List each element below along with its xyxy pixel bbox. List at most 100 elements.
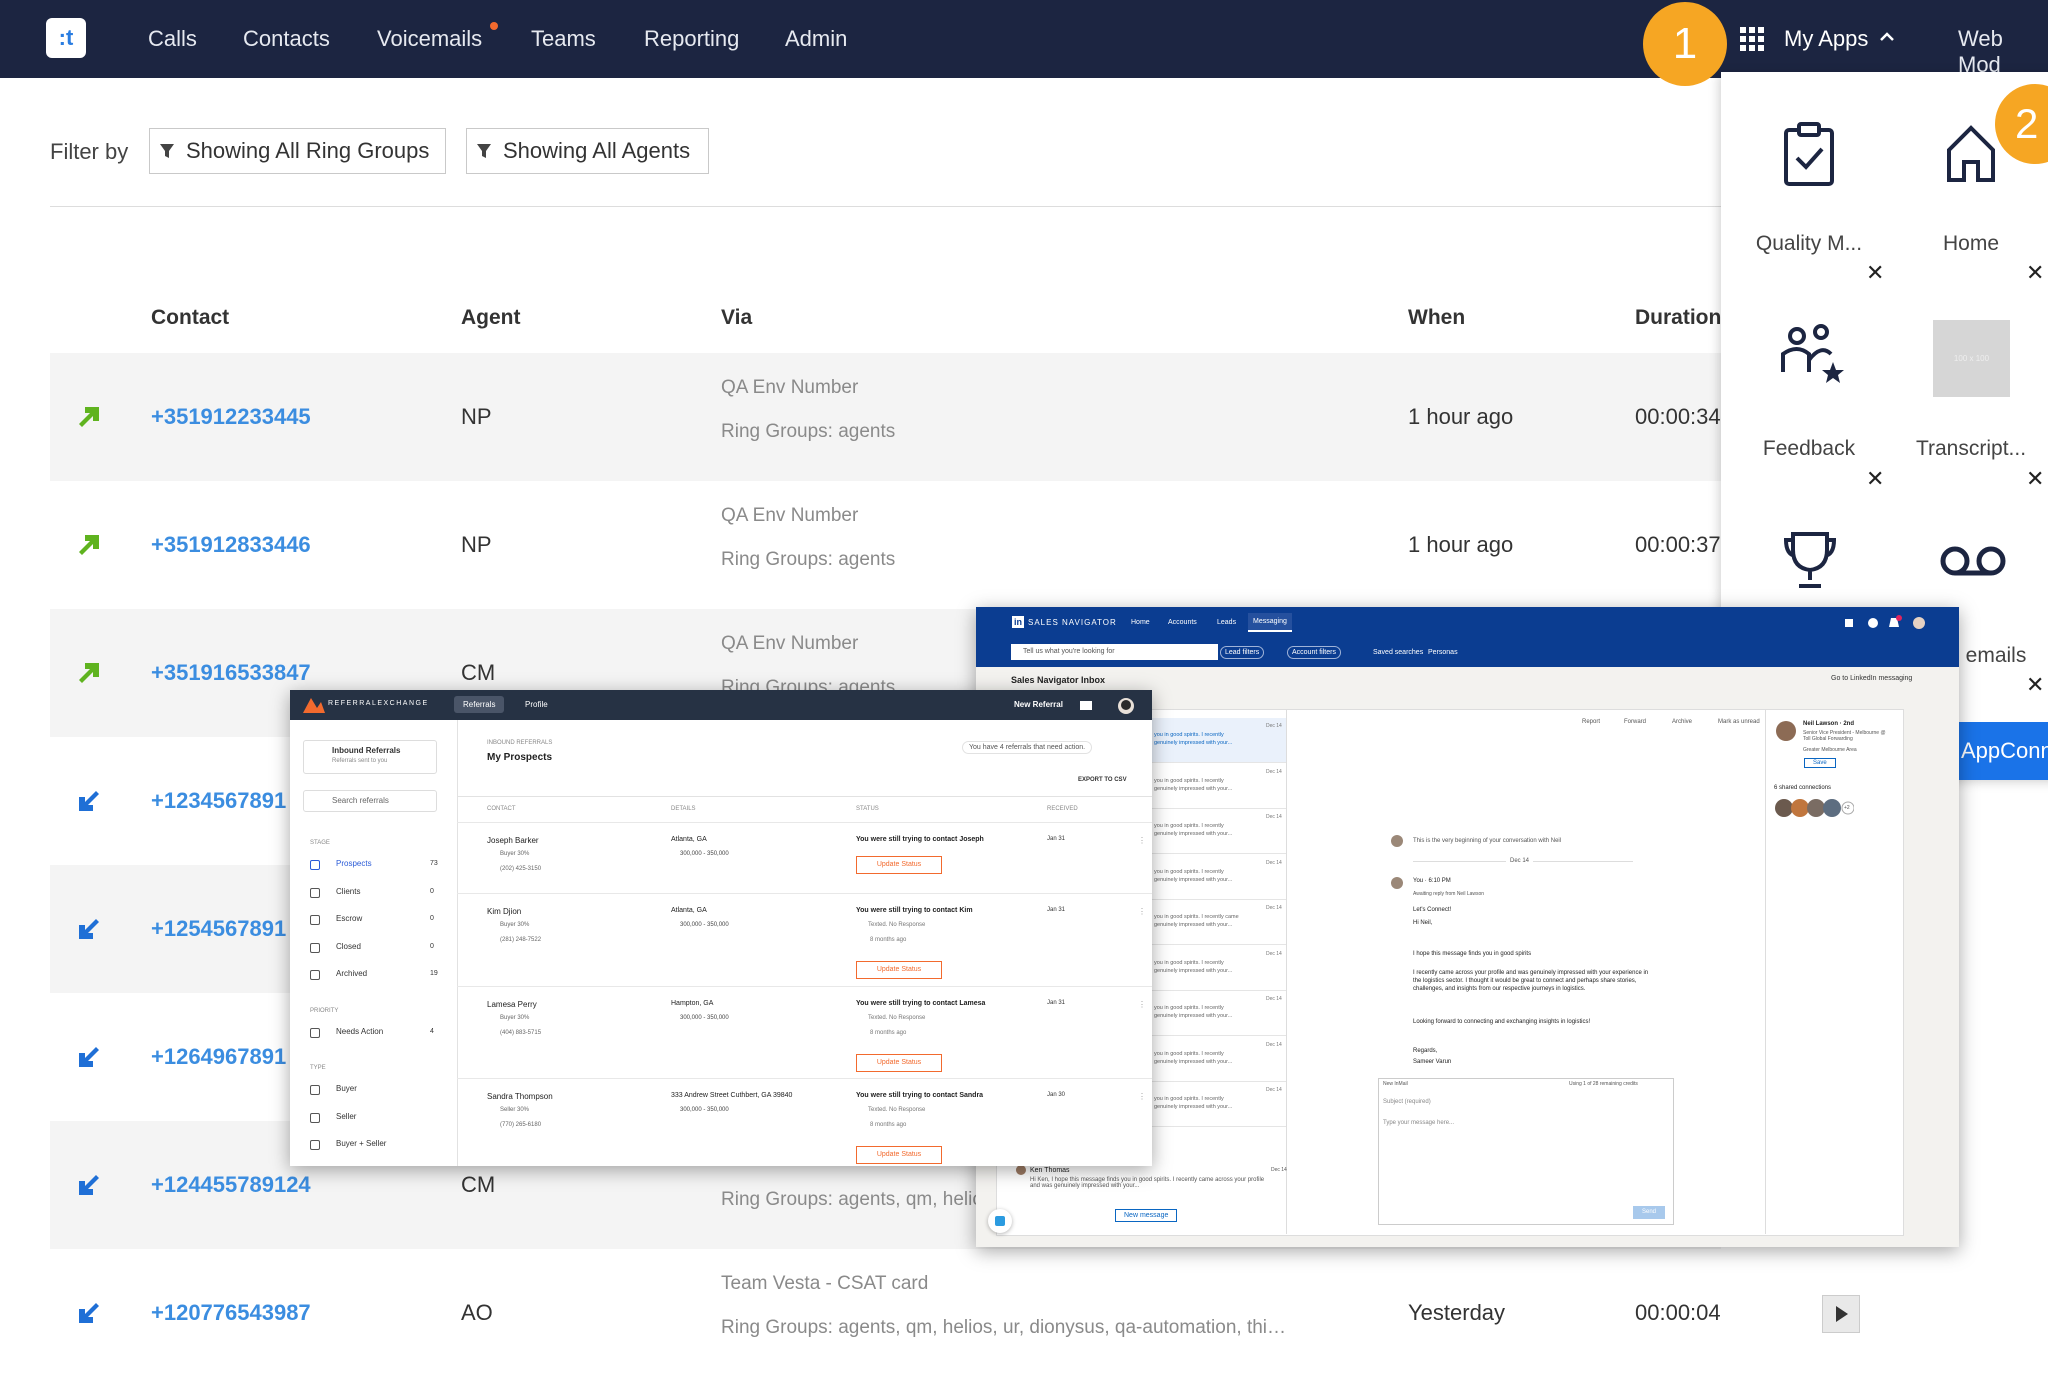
- nav-link[interactable]: Admin: [785, 26, 848, 51]
- rx-sidebar-item[interactable]: Archived: [336, 969, 368, 978]
- sn-snippet: genuinely impressed with your...: [1154, 785, 1233, 792]
- sn-filter[interactable]: Lead filters: [1220, 646, 1265, 659]
- sn-snippet: you in good spirits. I recently came: [1154, 914, 1239, 920]
- filter-text: Showing All Ring Groups: [186, 138, 430, 163]
- rx-sidebar-item[interactable]: Closed: [336, 941, 361, 951]
- app-icon[interactable]: [1779, 324, 1849, 388]
- nav-link[interactable]: Teams: [531, 26, 596, 51]
- sn-snippet: you in good spirits. I recently: [1154, 823, 1224, 829]
- nav-link[interactable]: Web Mod: [1958, 26, 2003, 77]
- rx-menu[interactable]: ⋮: [1138, 907, 1146, 916]
- nav-link[interactable]: Reporting: [644, 26, 740, 51]
- sn-new-message[interactable]: New message: [1115, 1209, 1178, 1222]
- remove-app[interactable]: ✕: [1866, 260, 1885, 285]
- chevron-up: [1880, 32, 1894, 41]
- remove-app[interactable]: ✕: [2026, 466, 2045, 491]
- sn-message-line: Let's Connect!: [1413, 907, 1452, 913]
- app-name[interactable]: Transcript...: [1915, 437, 2027, 460]
- app-placeholder[interactable]: 100 x 100: [1933, 320, 2010, 397]
- rx-rule: [457, 796, 1152, 797]
- sn-action[interactable]: Mark as unread: [1718, 719, 1760, 725]
- app-icon[interactable]: [1939, 544, 2007, 578]
- remove-app[interactable]: ✕: [2026, 260, 2045, 285]
- rx-sidebar-item[interactable]: Buyer + Seller: [336, 1139, 387, 1148]
- nav-link[interactable]: Calls: [148, 26, 197, 51]
- rx-sidebar-item[interactable]: Needs Action: [336, 1026, 384, 1036]
- rx-sidebar-item[interactable]: Prospects: [336, 859, 372, 868]
- contact-number[interactable]: +351912233445: [151, 404, 311, 429]
- contact-number[interactable]: +1254567891: [151, 916, 287, 941]
- rx-status: You were still trying to contact Kim: [856, 907, 973, 914]
- app-name[interactable]: Home: [1942, 232, 2000, 255]
- rx-new-referral[interactable]: New Referral: [1014, 700, 1063, 709]
- sn-filter[interactable]: Account filters: [1287, 646, 1341, 659]
- app-icon[interactable]: [1783, 122, 1835, 186]
- logo[interactable]: :t: [46, 18, 86, 58]
- rx-update-button[interactable]: Update Status: [856, 961, 942, 979]
- rx-name[interactable]: Kim Djion: [487, 907, 522, 916]
- contact-number[interactable]: +351912833446: [151, 532, 311, 557]
- sn-send[interactable]: Send: [1633, 1206, 1665, 1219]
- remove-app[interactable]: ✕: [2026, 672, 2045, 697]
- sn-action[interactable]: Archive: [1672, 719, 1693, 725]
- rx-name[interactable]: Joseph Barker: [487, 836, 539, 845]
- sn-link[interactable]: Personas: [1428, 649, 1458, 656]
- contact-number[interactable]: +1264967891: [151, 1044, 287, 1069]
- rx-menu[interactable]: ⋮: [1138, 1000, 1146, 1009]
- ring-group-filter[interactable]: Showing All Ring Groups: [149, 128, 446, 174]
- my-apps[interactable]: My Apps: [1784, 26, 1869, 51]
- rx-search[interactable]: Search referrals: [303, 790, 437, 812]
- nav-link[interactable]: Voicemails: [377, 26, 483, 51]
- contact-number[interactable]: +124455789124: [151, 1172, 311, 1197]
- sn-action[interactable]: Report: [1582, 719, 1601, 725]
- rx-sidebar-item[interactable]: Seller: [336, 1111, 357, 1121]
- sn-tab[interactable]: Messaging: [1248, 613, 1292, 632]
- rx-notice[interactable]: You have 4 referrals that need action.: [962, 741, 1093, 754]
- sn-tab[interactable]: Accounts: [1168, 619, 1197, 626]
- rx-tab[interactable]: Profile: [525, 700, 548, 709]
- rx-menu[interactable]: ⋮: [1138, 1092, 1146, 1101]
- play-button[interactable]: [1822, 1295, 1860, 1333]
- app-name[interactable]: Feedback: [1762, 437, 1856, 460]
- app-name[interactable]: emails: [1965, 644, 2027, 667]
- app-icon[interactable]: [1945, 124, 1997, 184]
- app-icon[interactable]: [1783, 530, 1837, 592]
- rx-update-button[interactable]: Update Status: [856, 1146, 942, 1164]
- rx-menu[interactable]: ⋮: [1138, 836, 1146, 845]
- nav-link[interactable]: Contacts: [243, 26, 330, 51]
- agent-filter[interactable]: Showing All Agents: [466, 128, 709, 174]
- rx-place: 333 Andrew Street Cuthbert, GA 39840: [671, 1092, 793, 1099]
- sn-link[interactable]: Saved searches: [1373, 649, 1424, 656]
- sn-body[interactable]: Type your message here...: [1383, 1120, 1455, 1126]
- sn-contact-name[interactable]: Ken Thomas: [1030, 1167, 1070, 1174]
- sn-tab[interactable]: Leads: [1217, 619, 1237, 626]
- rx-sidebar-icon: [310, 970, 320, 980]
- rx-update-button[interactable]: Update Status: [856, 1054, 942, 1072]
- sn-snippet: you in good spirits. I recently: [1154, 959, 1224, 966]
- contact-number[interactable]: +351916533847: [151, 660, 311, 685]
- contact-number[interactable]: +1234567891: [151, 788, 287, 813]
- contact-number[interactable]: +120776543987: [151, 1300, 311, 1325]
- rx-inbox-select[interactable]: Inbound Referrals Referrals sent to you: [303, 740, 437, 774]
- rx-sidebar-item[interactable]: Clients: [336, 886, 361, 896]
- remove-app[interactable]: ✕: [1866, 466, 1885, 491]
- rx-name[interactable]: Sandra Thompson: [487, 1092, 553, 1101]
- rx-name[interactable]: Lamesa Perry: [487, 1000, 537, 1009]
- sn-subject[interactable]: Subject (required): [1383, 1099, 1431, 1105]
- apps-grid-icon[interactable]: [1740, 27, 1764, 51]
- sn-search[interactable]: Tell us what you're looking for: [1011, 644, 1218, 660]
- rx-update-button[interactable]: Update Status: [856, 856, 942, 874]
- app-name[interactable]: Quality M...: [1755, 232, 1863, 255]
- floating-widget[interactable]: [988, 1209, 1012, 1233]
- rx-export[interactable]: EXPORT TO CSV: [1078, 777, 1127, 783]
- rx-note: Texted. No Response: [868, 922, 926, 928]
- sn-action[interactable]: Forward: [1624, 719, 1647, 725]
- app-connect-button[interactable]: AppConn: [1959, 722, 2048, 780]
- rx-tab[interactable]: Referrals: [454, 696, 505, 713]
- sn-snippet: genuinely impressed with your...: [1154, 740, 1233, 746]
- sn-link[interactable]: Go to LinkedIn messaging: [1831, 675, 1913, 682]
- rx-sidebar-item[interactable]: Escrow: [336, 914, 363, 923]
- rx-sidebar-item[interactable]: Buyer: [336, 1084, 357, 1093]
- sn-save[interactable]: Save: [1804, 758, 1836, 768]
- sn-tab[interactable]: Home: [1131, 619, 1150, 626]
